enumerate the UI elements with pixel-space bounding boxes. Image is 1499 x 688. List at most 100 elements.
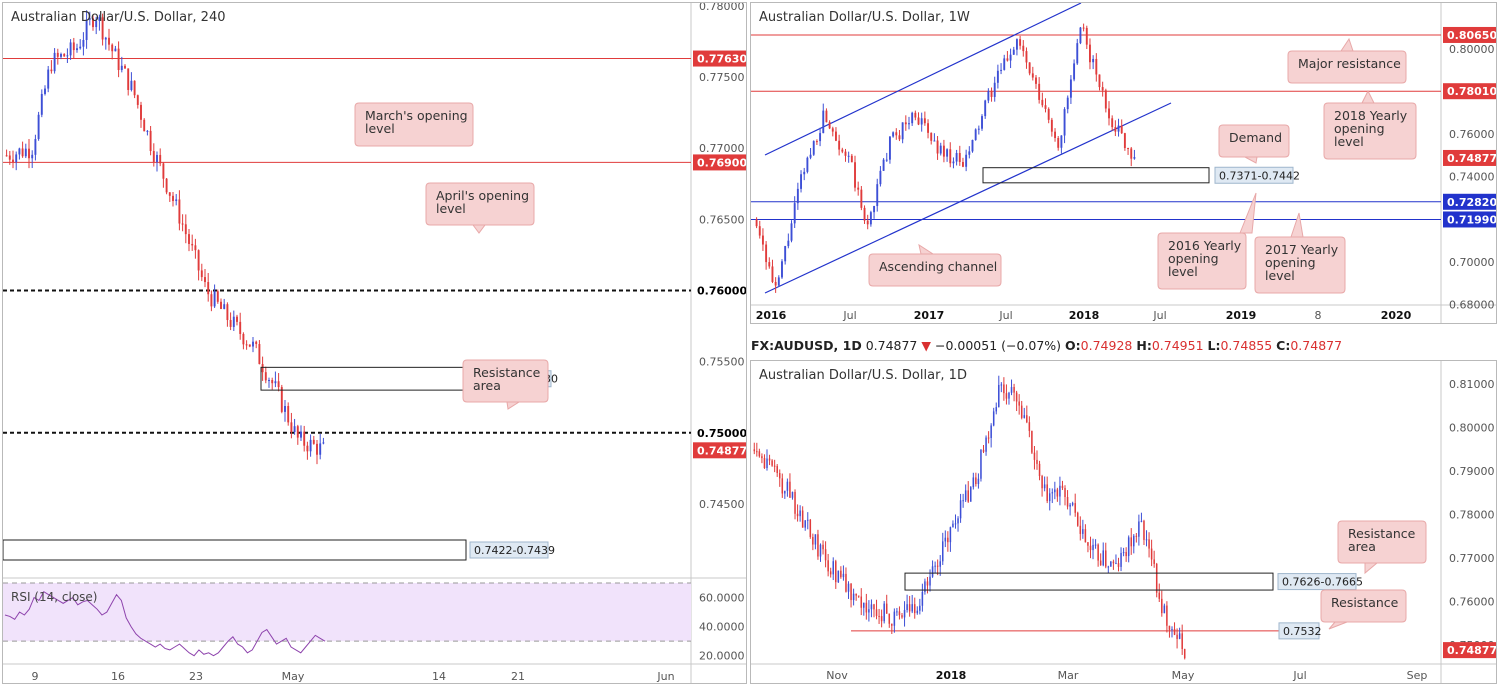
weekly-candle: [844, 151, 847, 156]
callout-2017-yearly-opening-text: opening: [1265, 255, 1316, 270]
h4-candle: [290, 422, 293, 432]
lower-zone: [3, 539, 467, 561]
daily-candle: [1054, 489, 1056, 493]
h4-candle: [191, 243, 194, 246]
daily-candle: [1173, 628, 1176, 635]
daily-candle: [1122, 552, 1125, 554]
weekly-candle: [955, 153, 958, 162]
daily-candle: [1051, 492, 1054, 494]
last-price: 0.74877: [865, 338, 918, 353]
weekly-candle: [1092, 58, 1095, 63]
weekly-candle: [996, 70, 999, 83]
callout-2018-yearly-opening-text: opening: [1334, 121, 1385, 136]
daily-candle: [1130, 537, 1133, 547]
daily-candle: [1099, 560, 1102, 566]
weekly-candle: [984, 100, 987, 117]
weekly-candle: [1060, 135, 1063, 148]
x-tick-label: 2018: [936, 669, 967, 682]
daily-candle: [801, 510, 804, 528]
h4-candle: [248, 344, 251, 347]
h4-candle: [277, 381, 280, 388]
daily-candle: [1097, 544, 1099, 561]
x-tick-label: 2016: [756, 309, 787, 322]
y-tick-label: 0.77500: [699, 71, 745, 84]
h4-candle: [66, 55, 69, 57]
chart-title-daily: Australian Dollar/U.S. Dollar, 1D: [759, 368, 967, 383]
level-label: 0.74877: [1447, 644, 1497, 657]
weekly-candle: [1009, 54, 1012, 61]
weekly-candle: [927, 123, 929, 133]
daily-candle: [1178, 633, 1181, 639]
daily-candle: [1013, 387, 1015, 393]
daily-candle: [1010, 387, 1013, 393]
h4-candle: [101, 17, 104, 40]
h4-candle: [85, 19, 88, 40]
level-label-bg: [693, 154, 746, 171]
open-label: O:: [1065, 338, 1081, 353]
chart-panel-daily[interactable]: 0.81000 0.80000 0.79000 0.78000 0.77000 0.760…: [750, 360, 1497, 684]
y-tick-label: 0.76000: [1449, 128, 1495, 141]
chart-panel-weekly[interactable]: 0.800000.780000.760000.740000.700000.680…: [750, 2, 1497, 324]
weekly-candle: [1022, 45, 1025, 52]
daily-candle: [1110, 561, 1112, 567]
callout-2018-yearly-opening-text: 2018 Yearly: [1334, 108, 1408, 123]
x-tick-label: 8: [1315, 309, 1322, 322]
change-arrow-icon: ▼: [921, 338, 931, 353]
y-tick-label: 0.76000: [1449, 595, 1495, 608]
daily-candle: [1135, 535, 1138, 537]
callout-resistance-area-daily-text: area: [1348, 539, 1376, 554]
daily-candle: [1127, 537, 1130, 557]
weekly-candle: [920, 118, 923, 125]
low-label: L:: [1207, 338, 1221, 353]
y-tick-label: 0.74500: [699, 498, 745, 511]
resistance-area-zone: [260, 366, 470, 391]
h4-candle: [165, 178, 168, 193]
daily-candle: [972, 477, 975, 488]
h4-candle: [280, 387, 283, 412]
h4-candle: [63, 54, 66, 57]
weekly-candle: [930, 132, 933, 141]
demand-zone-label: 0.7371-0.7442: [1219, 169, 1300, 182]
x-tick-label: May: [1172, 669, 1195, 682]
chart-panel-4h[interactable]: 0.785000.780000.775000.770000.765000.760…: [2, 2, 747, 684]
x-tick-label: Jul: [1292, 669, 1306, 682]
h4-candle: [72, 42, 75, 51]
daily-candle: [857, 595, 860, 597]
weekly-candle: [958, 153, 961, 163]
chart-daily-canvas[interactable]: 0.81000 0.80000 0.79000 0.78000 0.77000 0.760…: [751, 361, 1497, 684]
weekly-candle: [761, 235, 764, 245]
weekly-candle: [835, 131, 837, 141]
weekly-candle: [892, 132, 895, 137]
weekly-candle: [1130, 148, 1133, 159]
h4-candle: [239, 321, 242, 334]
weekly-candle: [1031, 73, 1034, 78]
h4-candle: [34, 139, 37, 155]
x-tick-label: 2020: [1381, 309, 1412, 322]
daily-candle: [819, 544, 822, 557]
daily-candle: [911, 604, 913, 612]
weekly-candle: [828, 122, 831, 129]
daily-candle: [771, 460, 773, 466]
daily-candle: [934, 565, 936, 567]
daily-candle: [1079, 525, 1082, 534]
h4-candle: [76, 48, 78, 51]
daily-candle: [817, 534, 819, 557]
daily-candle: [898, 611, 901, 616]
callout-2017-yearly-opening-text: 2017 Yearly: [1265, 242, 1339, 257]
h4-candle: [53, 52, 56, 72]
daily-candle: [1048, 493, 1051, 502]
callout-2016-yearly-opening-text: level: [1168, 264, 1198, 279]
weekly-candle: [1127, 148, 1130, 150]
h4-candle: [194, 245, 197, 251]
weekly-candle: [1111, 118, 1114, 128]
low-value: 0.74855: [1220, 338, 1273, 353]
daily-candle: [784, 490, 786, 494]
weekly-candle: [1054, 131, 1056, 139]
daily-candle: [852, 593, 855, 601]
symbol-label[interactable]: FX:AUDUSD, 1D: [751, 338, 862, 353]
chart-4h-canvas[interactable]: 0.785000.780000.775000.770000.765000.760…: [3, 3, 747, 684]
daily-candle: [1031, 430, 1033, 453]
weekly-candle: [796, 188, 799, 204]
weekly-candle: [854, 162, 856, 188]
chart-weekly-canvas[interactable]: 0.800000.780000.760000.740000.700000.680…: [751, 3, 1497, 324]
